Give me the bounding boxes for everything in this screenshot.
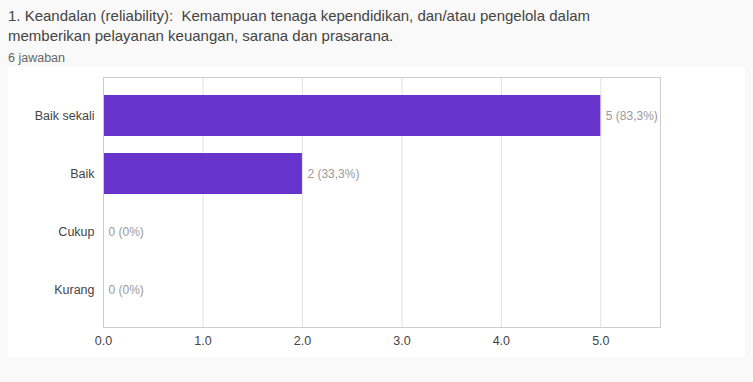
svg-text:1.0: 1.0 xyxy=(194,334,211,348)
html-text:6 jawaban: 6 jawaban xyxy=(8,50,65,65)
svg-text:Kurang: Kurang xyxy=(54,283,94,297)
svg-text:Cukup: Cukup xyxy=(58,225,94,239)
svg-text:5.0: 5.0 xyxy=(592,334,609,348)
svg-text:4.0: 4.0 xyxy=(493,334,510,348)
svg-text:3.0: 3.0 xyxy=(393,334,410,348)
svg-text:2 (33,3%): 2 (33,3%) xyxy=(307,166,359,180)
svg-text:Baik: Baik xyxy=(70,167,95,181)
html-text:1. Keandalan (reliability): Ke: 1. Keandalan (reliability): Kemampuan te… xyxy=(8,7,591,45)
svg-text:Baik sekali: Baik sekali xyxy=(35,109,95,123)
svg-text:0 (0%): 0 (0%) xyxy=(109,282,144,296)
svg-text:0.0: 0.0 xyxy=(95,334,112,348)
svg-text:5 (83,3%): 5 (83,3%) xyxy=(606,108,658,122)
svg-text:0 (0%): 0 (0%) xyxy=(109,224,144,238)
svg-text:2.0: 2.0 xyxy=(294,334,311,348)
